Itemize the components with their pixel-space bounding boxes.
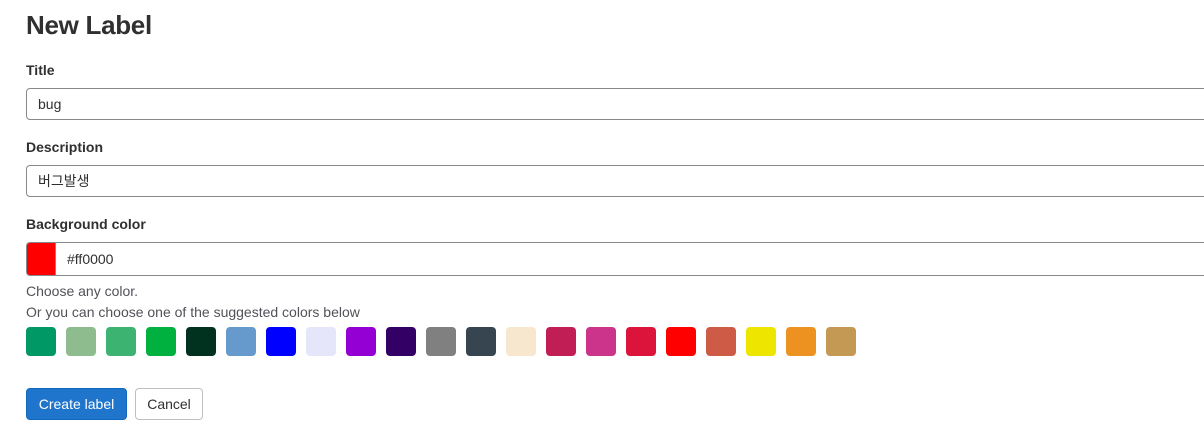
suggested-color-swatch[interactable] xyxy=(626,327,656,356)
title-input[interactable] xyxy=(26,88,1204,120)
suggested-color-swatch[interactable] xyxy=(26,327,56,356)
cancel-button[interactable]: Cancel xyxy=(135,388,203,420)
suggested-color-swatch[interactable] xyxy=(826,327,856,356)
description-input[interactable] xyxy=(26,165,1204,197)
suggested-color-swatch[interactable] xyxy=(666,327,696,356)
suggested-color-swatches xyxy=(26,327,866,356)
background-color-field-label: Background color xyxy=(26,216,146,232)
suggested-color-swatch[interactable] xyxy=(546,327,576,356)
suggested-color-swatch[interactable] xyxy=(466,327,496,356)
suggested-color-swatch[interactable] xyxy=(306,327,336,356)
suggested-color-swatch[interactable] xyxy=(586,327,616,356)
suggested-color-swatch[interactable] xyxy=(106,327,136,356)
page-title: New Label xyxy=(26,10,152,40)
suggested-color-swatch[interactable] xyxy=(386,327,416,356)
suggested-color-swatch[interactable] xyxy=(706,327,736,356)
suggested-color-swatch[interactable] xyxy=(426,327,456,356)
suggested-color-swatch[interactable] xyxy=(226,327,256,356)
background-color-input[interactable] xyxy=(55,242,1204,276)
suggested-color-swatch[interactable] xyxy=(186,327,216,356)
title-field-label: Title xyxy=(26,62,55,78)
suggested-color-swatch[interactable] xyxy=(346,327,376,356)
color-help-text: Choose any color. xyxy=(26,283,139,299)
create-label-button[interactable]: Create label xyxy=(26,388,127,420)
suggested-color-swatch[interactable] xyxy=(66,327,96,356)
suggested-color-swatch[interactable] xyxy=(786,327,816,356)
description-field-label: Description xyxy=(26,139,104,155)
suggested-color-swatch[interactable] xyxy=(266,327,296,356)
background-color-group xyxy=(26,242,1204,276)
suggested-color-swatch[interactable] xyxy=(146,327,176,356)
color-preview-swatch[interactable] xyxy=(26,242,55,276)
suggested-color-swatch[interactable] xyxy=(746,327,776,356)
suggested-colors-help-text: Or you can choose one of the suggested c… xyxy=(26,304,360,320)
suggested-color-swatch[interactable] xyxy=(506,327,536,356)
